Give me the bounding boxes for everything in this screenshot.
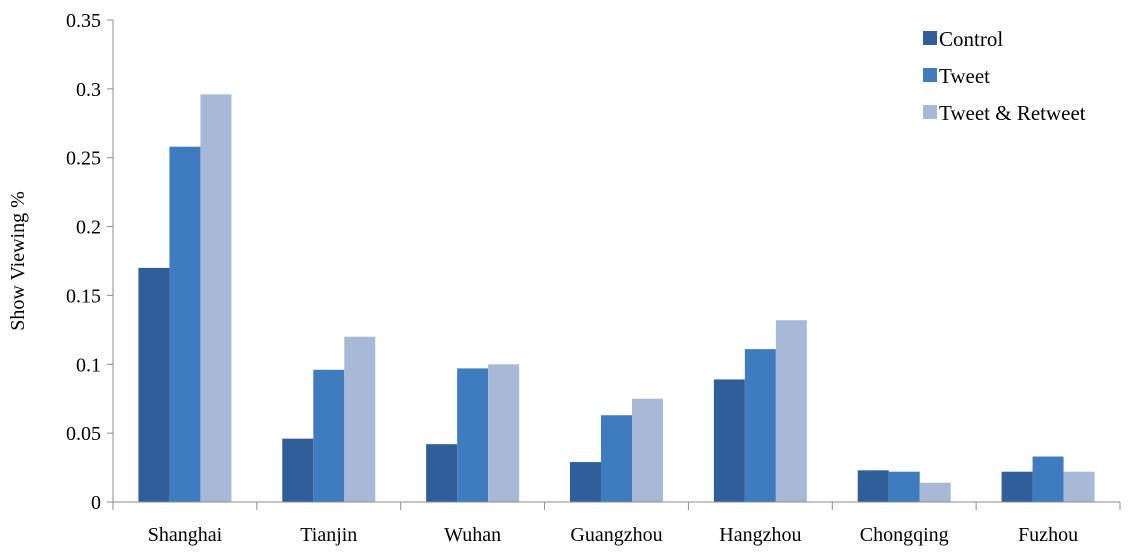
bar-tweet-guangzhou [601, 415, 632, 502]
legend-label: Tweet & Retweet [939, 101, 1086, 125]
bar-control-wuhan [426, 444, 458, 502]
bar-control-chongqing [857, 470, 889, 502]
bar-control-fuzhou [1001, 471, 1033, 502]
x-tick-label: Tianjin [300, 524, 357, 546]
y-tick-label: 0.1 [76, 354, 101, 376]
y-tick-label: 0.25 [66, 148, 101, 170]
bar-tweet-retweet-shanghai [200, 94, 232, 502]
bar-tweet-retweet-fuzhou [1063, 471, 1095, 502]
bar-tweet-retweet-chongqing [919, 482, 951, 502]
bar-tweet-retweet-wuhan [488, 364, 520, 502]
bar-control-hangzhou [713, 379, 745, 502]
bar-tweet-retweet-hangzhou [775, 320, 807, 502]
legend-label: Control [939, 27, 1003, 51]
bar-tweet-hangzhou [744, 349, 776, 502]
y-axis: 0 0.05 0.1 0.15 0.2 0.25 0.3 0.35 [66, 10, 114, 514]
bar-control-guangzhou [570, 462, 601, 502]
legend-label: Tweet [939, 64, 990, 88]
y-tick-label: 0.15 [66, 285, 101, 307]
bar-control-shanghai [138, 267, 170, 502]
x-axis: Shanghai Tianjin Wuhan Guangzhou Hangzhou Cho… [112, 501, 1121, 546]
y-tick-label: 0 [91, 492, 101, 514]
bar-tweet-shanghai [169, 146, 201, 502]
bar-control-tianjin [282, 438, 314, 502]
y-axis-title: Show Viewing % [7, 191, 29, 331]
bar-tweet-wuhan [457, 368, 489, 502]
legend-swatch [923, 68, 937, 82]
y-tick-label: 0.3 [76, 79, 101, 101]
y-tick-label: 0.2 [76, 217, 101, 239]
x-tick-label: Fuzhou [1018, 524, 1078, 546]
y-tick-label: 0.05 [66, 423, 101, 445]
bar-tweet-retweet-tianjin [344, 336, 376, 502]
x-tick-label: Hangzhou [719, 524, 801, 546]
x-tick-label: Chongqing [860, 524, 949, 546]
legend-swatch [923, 31, 937, 45]
y-tick-label: 0.35 [66, 10, 101, 32]
bar-tweet-tianjin [313, 369, 345, 502]
x-tick-label: Wuhan [444, 524, 501, 546]
bar-tweet-chongqing [888, 471, 920, 502]
bar-tweet-retweet-guangzhou [632, 398, 663, 502]
x-tick-label: Guangzhou [570, 524, 662, 546]
bars-group [138, 94, 1095, 502]
bar-tweet-fuzhou [1032, 456, 1064, 502]
x-tick-label: Shanghai [148, 524, 223, 546]
legend: Control Tweet Tweet & Retweet [923, 27, 1086, 125]
legend-swatch [923, 105, 937, 119]
